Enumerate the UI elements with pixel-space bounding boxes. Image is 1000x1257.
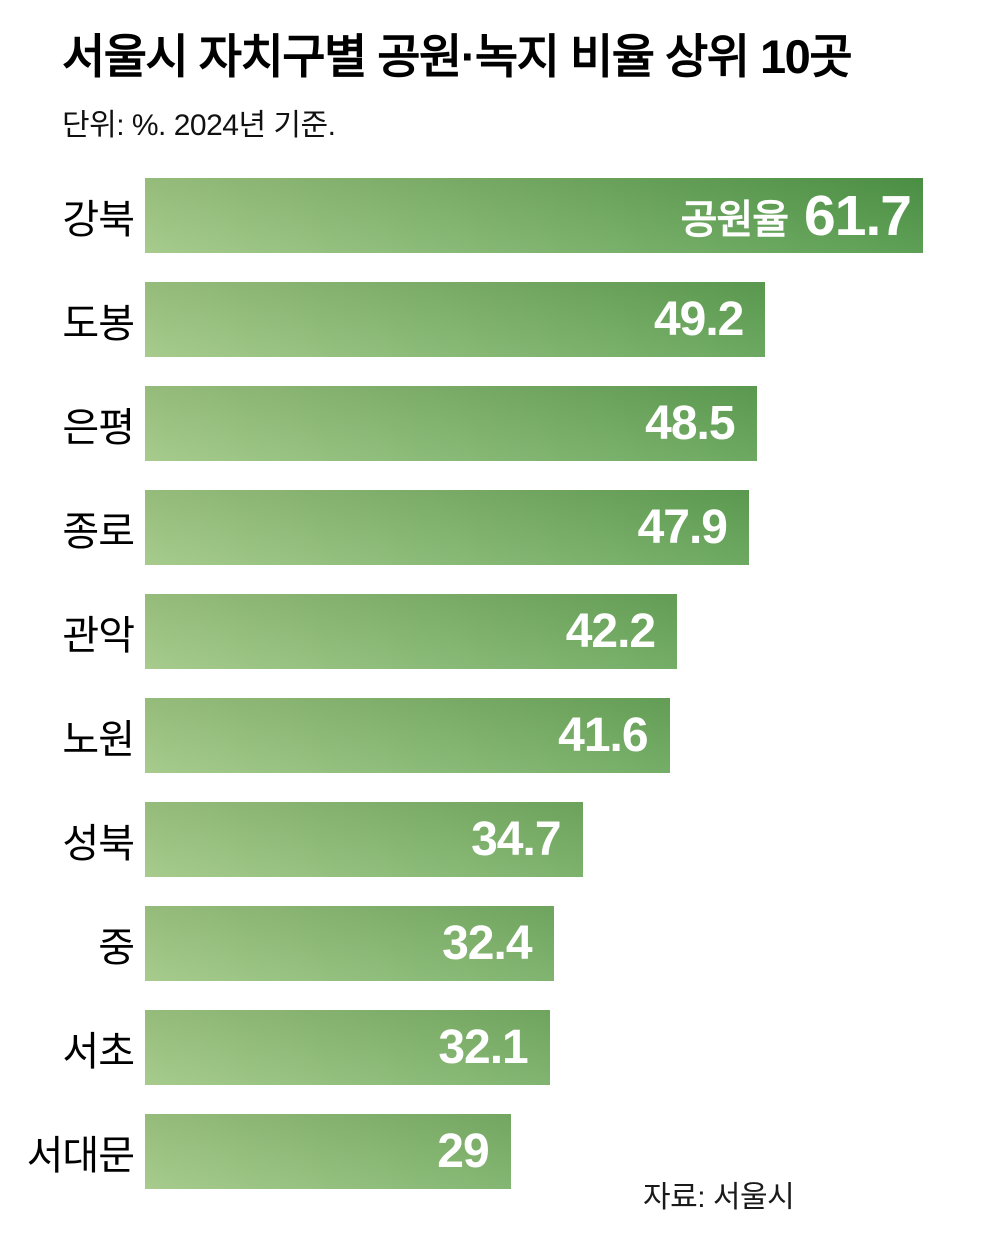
- value-label: 41.6: [558, 709, 648, 763]
- bar-row: 강북 공원율 61.7: [0, 178, 1000, 254]
- bar-row: 서대문 공원율 29: [0, 1114, 1000, 1190]
- page-title: 서울시 자치구별 공원·녹지 비율 상위 10곳: [62, 30, 853, 83]
- bar-track: 공원율 34.7: [145, 802, 923, 878]
- bar-row: 중 공원율 32.4: [0, 906, 1000, 982]
- source-note: 자료: 서울시: [643, 1181, 795, 1214]
- bar: 공원율 42.2: [145, 594, 677, 670]
- value-label: 49.2: [653, 293, 744, 347]
- category-label: 강북: [62, 197, 135, 242]
- category-label: 성북: [62, 821, 135, 866]
- value-label: 42.2: [565, 605, 656, 659]
- category-label: 서초: [62, 1029, 135, 1074]
- bar-track: 공원율 42.2: [145, 594, 923, 670]
- bar: 공원율 48.5: [145, 386, 757, 462]
- bar-track: 공원율 32.4: [145, 906, 923, 982]
- bar: 공원율 34.7: [145, 802, 583, 878]
- bar: 공원율 41.6: [145, 698, 670, 774]
- value-label: 47.9: [637, 501, 728, 555]
- bar-row: 서초 공원율 32.1: [0, 1010, 1000, 1086]
- bar-row: 도봉 공원율 49.2: [0, 282, 1000, 358]
- bar-row: 관악 공원율 42.2: [0, 594, 1000, 670]
- bar: 공원율 47.9: [145, 490, 749, 566]
- bar-track: 공원율 61.7: [145, 178, 923, 254]
- category-label: 도봉: [62, 301, 135, 346]
- bar-track: 공원율 48.5: [145, 386, 923, 462]
- bar: 공원율 32.4: [145, 906, 554, 982]
- bar-track: 공원율 32.1: [145, 1010, 923, 1086]
- bar: 공원율 49.2: [145, 282, 765, 358]
- bar-track: 공원율 41.6: [145, 698, 923, 774]
- bar: 공원율 61.7: [145, 178, 923, 254]
- value-label: 48.5: [645, 397, 735, 451]
- category-label: 서대문: [26, 1133, 135, 1178]
- bar-track: 공원율 49.2: [145, 282, 923, 358]
- bar: 공원율 29: [145, 1114, 511, 1190]
- bar-row: 노원 공원율 41.6: [0, 698, 1000, 774]
- value-label: 32.4: [442, 917, 532, 971]
- bar-row: 종로 공원율 47.9: [0, 490, 1000, 566]
- bar: 공원율 32.1: [145, 1010, 550, 1086]
- bar-row: 성북 공원율 34.7: [0, 802, 1000, 878]
- category-label: 관악: [62, 613, 135, 658]
- category-label: 중: [98, 925, 135, 970]
- category-label: 은평: [62, 405, 135, 450]
- unit-note: 단위: %. 2024년 기준.: [62, 109, 336, 143]
- bar-track: 공원율 47.9: [145, 490, 923, 566]
- category-label: 종로: [62, 509, 135, 554]
- value-label: 34.7: [471, 813, 561, 867]
- value-label: 29: [437, 1125, 489, 1179]
- value-label: 32.1: [438, 1021, 528, 1075]
- bar-chart: 강북 공원율 61.7 도봉 공원율 49.2 은평 공원율 48.5 종로: [0, 178, 1000, 1190]
- value-prefix-label: 공원율: [680, 197, 789, 242]
- bar-row: 은평 공원율 48.5: [0, 386, 1000, 462]
- value-label: 61.7: [804, 183, 912, 248]
- bar-track: 공원율 29: [145, 1114, 923, 1190]
- category-label: 노원: [62, 717, 135, 762]
